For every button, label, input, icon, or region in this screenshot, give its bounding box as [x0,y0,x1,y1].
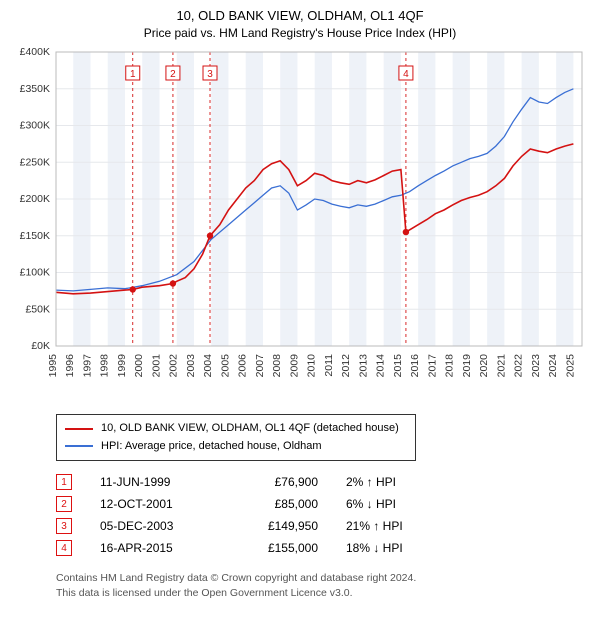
svg-text:1995: 1995 [47,354,59,378]
svg-text:2004: 2004 [202,354,214,378]
footer-line-1: Contains HM Land Registry data © Crown c… [56,571,588,586]
transaction-date: 12-OCT-2001 [100,497,210,511]
svg-text:1996: 1996 [64,354,76,378]
svg-text:2012: 2012 [340,354,352,378]
transaction-table: 1 11-JUN-1999 £76,900 2% ↑ HPI 2 12-OCT-2001 £… [56,471,588,559]
svg-text:1: 1 [130,69,136,80]
svg-text:2021: 2021 [495,354,507,378]
transaction-diff: 2% ↑ HPI [346,475,446,489]
transaction-marker: 1 [56,474,72,490]
svg-text:2019: 2019 [461,354,473,378]
svg-text:£250K: £250K [20,156,50,168]
svg-text:2018: 2018 [444,354,456,378]
svg-text:2002: 2002 [168,354,180,378]
svg-text:2020: 2020 [478,354,490,378]
svg-text:2017: 2017 [426,354,438,378]
svg-text:£150K: £150K [20,230,50,242]
transaction-date: 16-APR-2015 [100,541,210,555]
transaction-diff: 6% ↓ HPI [346,497,446,511]
svg-text:2010: 2010 [306,354,318,378]
transaction-date: 11-JUN-1999 [100,475,210,489]
footer-line-2: This data is licensed under the Open Gov… [56,586,588,601]
transaction-price: £85,000 [238,497,318,511]
svg-text:2000: 2000 [133,354,145,378]
svg-text:2023: 2023 [530,354,542,378]
svg-text:2001: 2001 [150,354,162,378]
svg-text:£50K: £50K [25,303,50,315]
transaction-marker: 3 [56,518,72,534]
transaction-marker: 4 [56,540,72,556]
svg-text:2: 2 [170,69,176,80]
legend-label-2: HPI: Average price, detached house, Oldh… [101,438,322,456]
chart-container: 10, OLD BANK VIEW, OLDHAM, OL1 4QF Price… [0,0,600,609]
svg-text:2011: 2011 [323,354,335,377]
legend-label-1: 10, OLD BANK VIEW, OLDHAM, OL1 4QF (deta… [101,420,399,438]
legend-row-2: HPI: Average price, detached house, Oldh… [65,438,407,456]
transaction-price: £76,900 [238,475,318,489]
svg-text:2016: 2016 [409,354,421,378]
svg-text:3: 3 [207,69,213,80]
svg-text:£300K: £300K [20,120,50,132]
transaction-row: 1 11-JUN-1999 £76,900 2% ↑ HPI [56,471,588,493]
svg-text:2003: 2003 [185,354,197,378]
svg-text:2024: 2024 [547,354,559,378]
svg-text:£0K: £0K [31,340,50,352]
svg-text:2022: 2022 [513,354,525,378]
transaction-row: 2 12-OCT-2001 £85,000 6% ↓ HPI [56,493,588,515]
svg-text:2007: 2007 [254,354,266,378]
legend-swatch-2 [65,445,93,447]
transaction-price: £149,950 [238,519,318,533]
svg-text:2013: 2013 [357,354,369,378]
svg-text:2014: 2014 [375,354,387,378]
chart-plot: £0K £50K £100K £150K £200K £250K £300K £350K £40… [12,46,588,406]
svg-text:2025: 2025 [564,354,576,378]
transaction-row: 4 16-APR-2015 £155,000 18% ↓ HPI [56,537,588,559]
svg-text:2008: 2008 [271,354,283,378]
legend-row-1: 10, OLD BANK VIEW, OLDHAM, OL1 4QF (deta… [65,420,407,438]
transaction-date: 05-DEC-2003 [100,519,210,533]
svg-text:£200K: £200K [20,193,50,205]
svg-text:4: 4 [403,69,409,80]
svg-text:2015: 2015 [392,354,404,378]
transaction-price: £155,000 [238,541,318,555]
transaction-row: 3 05-DEC-2003 £149,950 21% ↑ HPI [56,515,588,537]
chart-subtitle: Price paid vs. HM Land Registry's House … [12,26,588,40]
svg-text:1997: 1997 [81,354,93,378]
transaction-diff: 18% ↓ HPI [346,541,446,555]
svg-text:2006: 2006 [237,354,249,378]
legend: 10, OLD BANK VIEW, OLDHAM, OL1 4QF (deta… [56,414,416,461]
svg-text:2009: 2009 [288,354,300,378]
line-chart-svg: £0K £50K £100K £150K £200K £250K £300K £350K £40… [12,46,588,406]
svg-text:1998: 1998 [99,354,111,378]
transaction-marker: 2 [56,496,72,512]
legend-swatch-1 [65,428,93,430]
transaction-diff: 21% ↑ HPI [346,519,446,533]
svg-text:£350K: £350K [20,83,50,95]
svg-text:2005: 2005 [219,354,231,378]
svg-text:£100K: £100K [20,267,50,279]
svg-text:£400K: £400K [20,46,50,58]
footer: Contains HM Land Registry data © Crown c… [56,571,588,600]
chart-title: 10, OLD BANK VIEW, OLDHAM, OL1 4QF [12,8,588,23]
svg-text:1999: 1999 [116,354,128,378]
